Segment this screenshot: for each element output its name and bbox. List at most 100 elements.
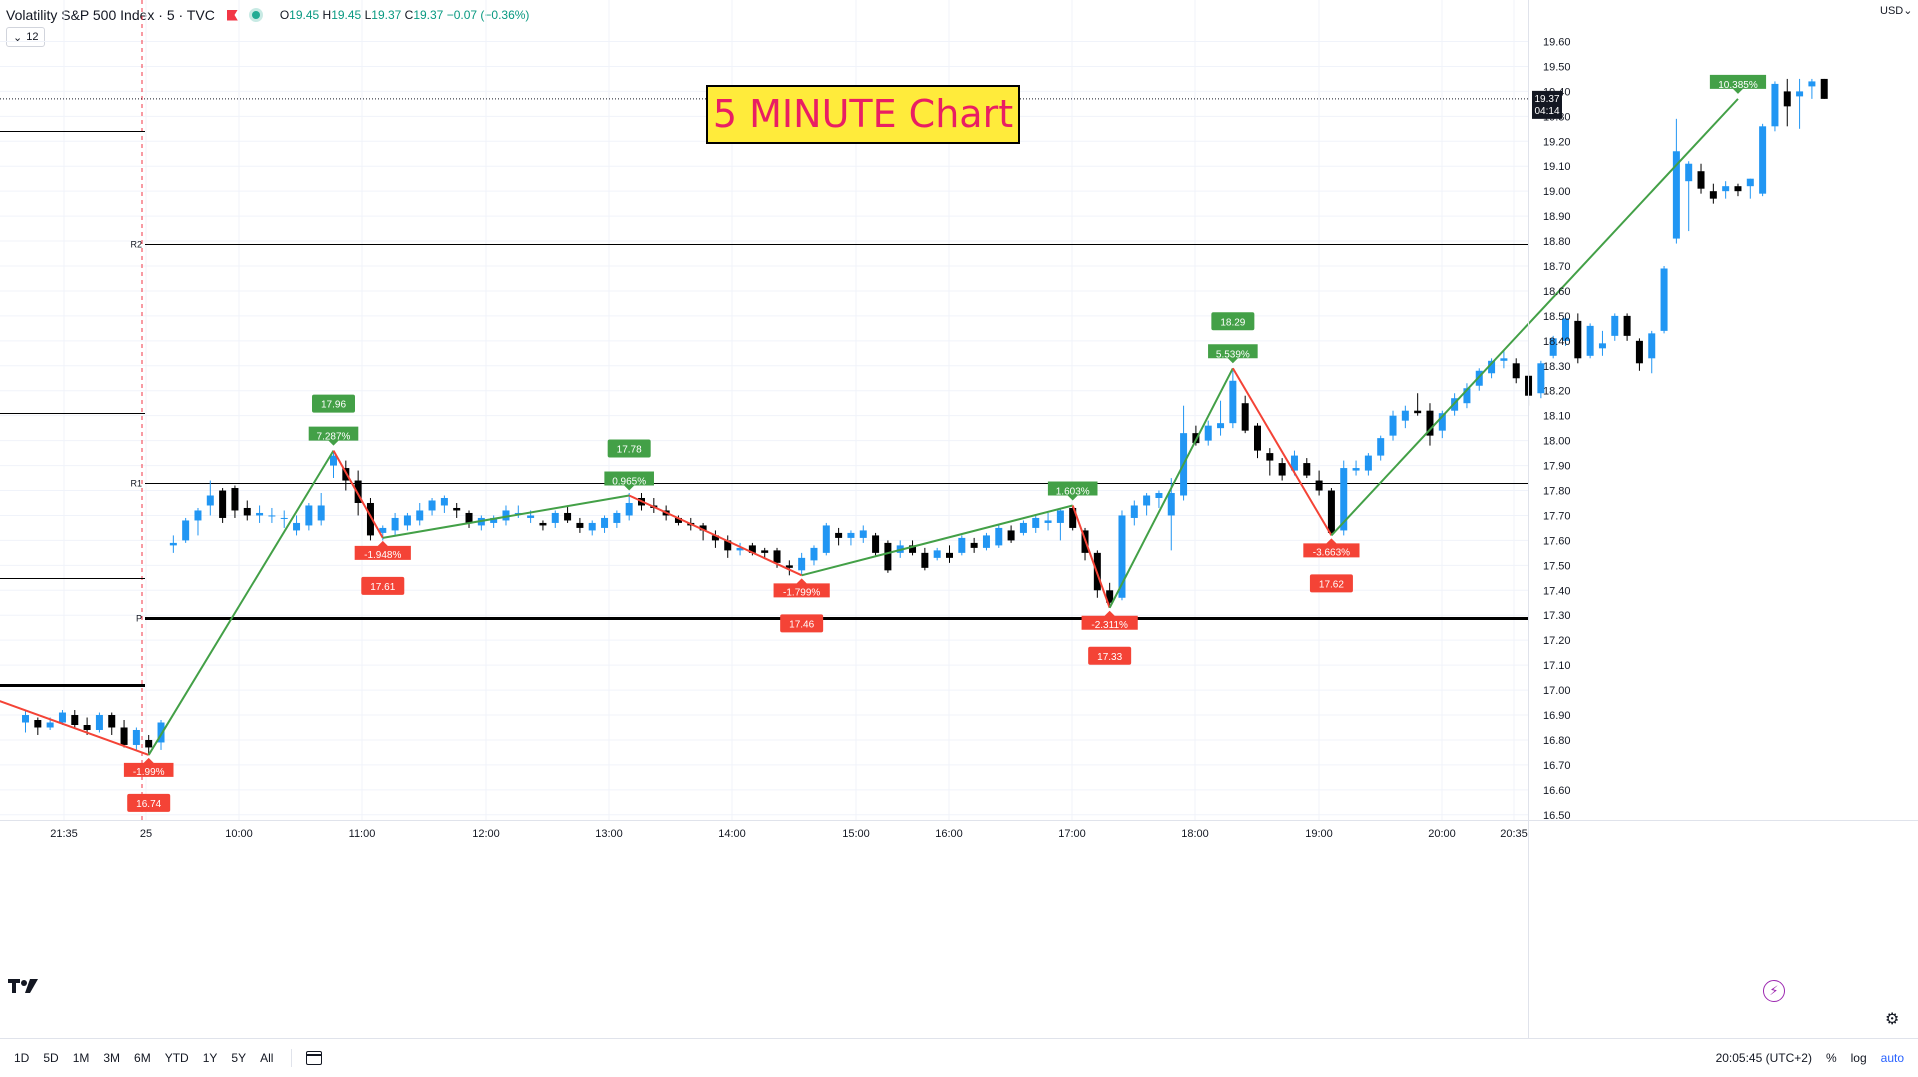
- range-ytd[interactable]: YTD: [164, 1051, 189, 1065]
- range-3m[interactable]: 3M: [103, 1051, 121, 1065]
- range-1m[interactable]: 1M: [72, 1051, 90, 1065]
- divider: [291, 1049, 293, 1067]
- log-toggle[interactable]: log: [1850, 1051, 1867, 1065]
- candle-body: [71, 715, 79, 725]
- candle-body: [1586, 325, 1594, 356]
- label-text: 17.33: [1097, 652, 1122, 663]
- candle-body: [182, 520, 190, 541]
- clock[interactable]: 20:05:45 (UTC+2): [1715, 1051, 1812, 1065]
- gear-icon[interactable]: ⚙: [1885, 1011, 1900, 1028]
- label-text: 17.96: [321, 400, 346, 411]
- candle-body: [428, 500, 436, 511]
- zigzag-segment: [332, 450, 384, 539]
- indicator-count: 12: [26, 31, 39, 43]
- swing-low-price: 17.46: [780, 614, 824, 633]
- candle-body: [1660, 268, 1668, 331]
- candle-body: [1549, 338, 1557, 356]
- candle-body: [169, 542, 177, 546]
- label-box: [1709, 74, 1767, 94]
- candle-body: [1204, 425, 1212, 441]
- y-tick-label: 18.40: [1543, 336, 1571, 348]
- candle-body: [440, 497, 448, 506]
- candle-body: [711, 535, 719, 541]
- candle-body: [588, 522, 596, 531]
- candle-body: [206, 495, 214, 506]
- candle-body: [1488, 360, 1496, 374]
- price-chart[interactable]: R2 R1 P -1.99% 16.74 7.287% 17.96 -1.948% 17.61…: [0, 0, 1918, 1040]
- candle-body: [145, 739, 153, 748]
- label-box: [607, 439, 651, 458]
- label-box: [312, 394, 355, 413]
- label-box: [1309, 574, 1353, 593]
- tradingview-logo: [8, 979, 38, 993]
- candle-body: [1648, 333, 1656, 359]
- label-box: [1303, 538, 1360, 558]
- range-all[interactable]: All: [260, 1051, 274, 1065]
- x-tick-label: 19:00: [1305, 828, 1333, 840]
- candle-body: [1796, 91, 1804, 97]
- x-tick-label: 10:00: [225, 828, 253, 840]
- candle-body: [1044, 520, 1052, 523]
- candle-body: [256, 512, 264, 516]
- candle-body: [699, 525, 707, 531]
- range-6m[interactable]: 6M: [134, 1051, 151, 1065]
- label-box: [354, 540, 411, 560]
- candle-body: [1032, 517, 1040, 528]
- bar-countdown: 04:14: [1534, 106, 1559, 117]
- symbol-title[interactable]: Volatility S&P 500 Index · 5 · TVC: [6, 7, 215, 23]
- swing-low-price: 17.33: [1088, 646, 1132, 665]
- candle-body: [674, 517, 682, 523]
- candle-body: [1130, 505, 1138, 518]
- ohlc-readout: O19.45 H19.45 L19.37 C19.37 −0.07 (−0.36…: [279, 8, 530, 22]
- high-value: 19.45: [331, 8, 362, 22]
- candle-body: [280, 517, 288, 519]
- auto-toggle[interactable]: auto: [1880, 1051, 1904, 1065]
- candle-body: [1352, 468, 1360, 471]
- candle-body: [847, 532, 855, 538]
- candle-body: [120, 727, 128, 745]
- candle-body: [1820, 78, 1828, 99]
- label-text: 17.61: [370, 582, 395, 593]
- candle-body: [157, 722, 165, 743]
- x-tick-label: 16:00: [935, 828, 963, 840]
- swing-high-price: 17.78: [607, 439, 651, 458]
- flash-icon[interactable]: ⚡: [1763, 980, 1785, 1002]
- range-5y[interactable]: 5Y: [231, 1051, 247, 1065]
- candle-body: [1537, 363, 1545, 394]
- calendar-icon[interactable]: [306, 1051, 323, 1065]
- candle-body: [219, 490, 227, 518]
- candle-body: [724, 540, 732, 551]
- range-1d[interactable]: 1D: [14, 1051, 30, 1065]
- percent-toggle[interactable]: %: [1825, 1051, 1837, 1065]
- candle-body: [1229, 380, 1237, 424]
- label-box: [1211, 312, 1255, 331]
- range-1y[interactable]: 1Y: [202, 1051, 218, 1065]
- x-tick-label: 18:00: [1181, 828, 1209, 840]
- candle-body: [884, 542, 892, 571]
- label-text: 16.74: [136, 799, 161, 810]
- candle-body: [1069, 507, 1077, 528]
- candle-body: [1512, 363, 1520, 379]
- label-box: [604, 471, 654, 491]
- candle-body: [1808, 81, 1816, 87]
- flag-icon[interactable]: [226, 9, 238, 21]
- candle-body: [551, 512, 559, 523]
- swing-high-pct: 0.965%: [604, 471, 654, 491]
- close-value: 19.37: [413, 8, 444, 22]
- pivot-label: R2: [130, 240, 142, 250]
- y-tick-label: 19.00: [1543, 186, 1571, 198]
- zigzag-segment: [0, 700, 150, 756]
- candle-body: [83, 724, 91, 730]
- swing-low-pct: -1.799%: [773, 578, 830, 598]
- candle-body: [379, 527, 387, 533]
- candle-body: [1635, 340, 1643, 364]
- label-text: 17.78: [617, 445, 642, 456]
- indicators-toggle[interactable]: ⌄ 12: [6, 27, 46, 47]
- x-tick-label: 20:00: [1428, 828, 1456, 840]
- currency-selector[interactable]: USD⌄: [1880, 5, 1913, 17]
- swing-high-pct: 5.539%: [1208, 344, 1258, 364]
- range-5d[interactable]: 5D: [43, 1051, 59, 1065]
- chevron-down-icon: ⌄: [13, 31, 23, 44]
- candle-body: [1463, 388, 1471, 404]
